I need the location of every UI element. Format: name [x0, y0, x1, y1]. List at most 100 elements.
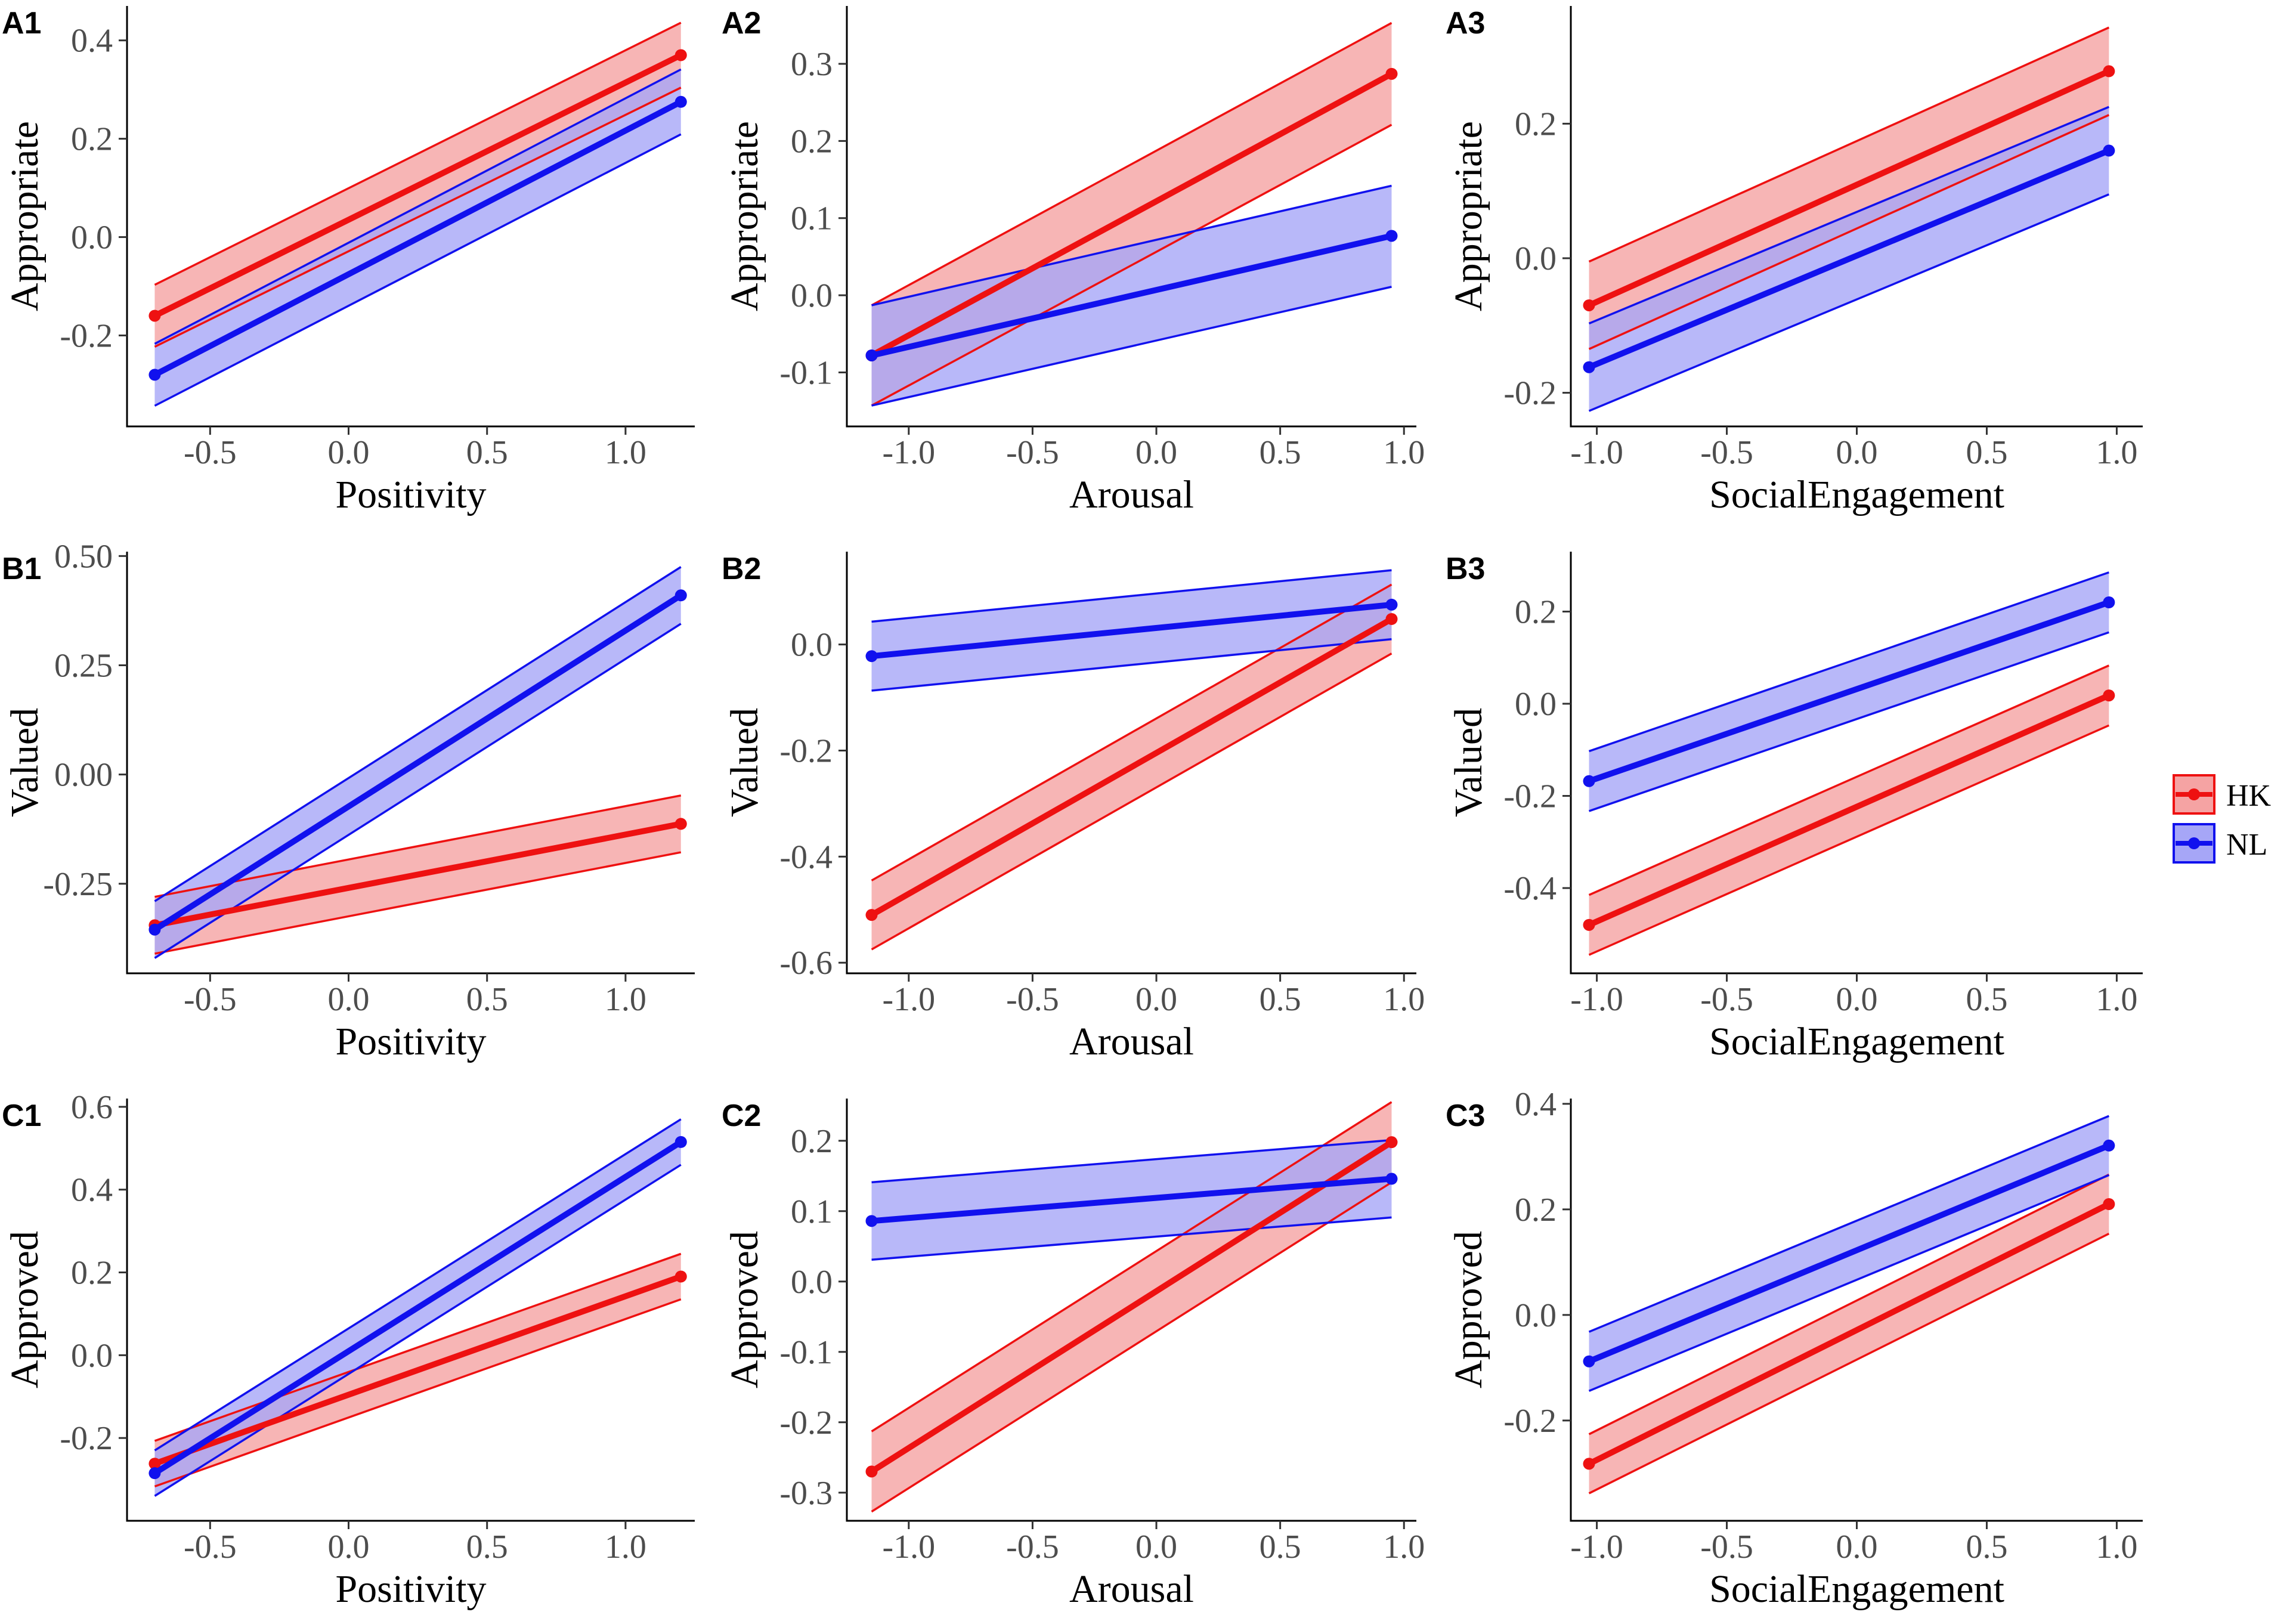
ribbon-lower-hk-c1: [154, 1298, 682, 1488]
panel-a1: -0.5 0.0 0.5 1.0 -0.2 0.0 0.2 0.4 Positivity Appr…: [2, 6, 695, 516]
y-tick-label-b2-3: 0.0: [791, 627, 833, 664]
y-tick-label-b3-2: 0.0: [1515, 686, 1557, 723]
fit-line-hk-a2: [870, 71, 1393, 358]
panel-c1: -0.5 0.0 0.5 1.0 -0.2 0.0 0.2 0.4 0.6 Positivity A…: [2, 1089, 695, 1611]
panel-a3: -1.0 -0.5 0.0 0.5 1.0 -0.2 0.0 0.2 SocialEngagem…: [1446, 6, 2143, 516]
panel-c3: -1.0 -0.5 0.0 0.5 1.0 -0.2 0.0 0.2 0.4 SocialEnga…: [1446, 1086, 2143, 1611]
y-tick-label-a3-0: -0.2: [1503, 375, 1557, 412]
y-tick-label-c2-0: -0.3: [779, 1475, 833, 1512]
fit-line-nl-b3: [1588, 599, 2110, 784]
y-tick-label-b1-2: 0.25: [54, 647, 113, 684]
x-tick-label-c2-3: 0.5: [1260, 1529, 1301, 1566]
ribbon-upper-hk-b1: [154, 794, 682, 898]
y-tick-label-b1-3: 0.50: [54, 538, 113, 575]
x-tick-label-b1-3: 1.0: [605, 981, 646, 1018]
x-tick-label-a3-1: -0.5: [1700, 434, 1753, 471]
x-tick-label-b1-0: -0.5: [184, 981, 237, 1018]
y-tick-label-c1-3: 0.4: [71, 1172, 113, 1209]
point-nl-c1-0: [148, 1467, 161, 1480]
fit-line-nl-a2: [871, 233, 1393, 358]
x-tick-label-a3-4: 1.0: [2096, 434, 2137, 471]
point-nl-b1-1: [674, 589, 687, 602]
ribbon-upper-hk-a1: [154, 21, 682, 286]
x-tick-label-b3-4: 1.0: [2096, 981, 2137, 1018]
x-tick-label-b1-1: 0.0: [328, 981, 370, 1018]
ribbon-lower-nl-a1: [154, 133, 682, 407]
y-tick-label-a1-0: -0.2: [60, 317, 113, 354]
y-tick-label-b1-1: 0.00: [54, 757, 113, 794]
fit-line-nl-b1: [153, 593, 683, 932]
point-hk-a2-1: [1385, 67, 1398, 80]
y-tick-label-c1-2: 0.2: [71, 1255, 113, 1292]
y-tick-label-a2-4: 0.3: [791, 46, 833, 83]
fit-line-hk-c2: [869, 1139, 1394, 1474]
x-tick-label-a1-1: 0.0: [328, 434, 370, 471]
y-tick-label-a2-3: 0.2: [791, 123, 833, 160]
point-hk-b2-0: [865, 909, 878, 921]
x-tick-label-c3-4: 1.0: [2096, 1529, 2137, 1566]
ribbon-lower-hk-a1: [154, 86, 682, 348]
point-nl-b2-0: [865, 650, 878, 663]
point-nl-a1-0: [148, 369, 161, 381]
y-axis-title-b3: Valued: [1447, 708, 1490, 817]
x-tick-label-b2-2: 0.0: [1135, 981, 1177, 1018]
ribbon-lower-hk-a2: [871, 123, 1393, 407]
ribbon-upper-nl-c2: [871, 1139, 1392, 1184]
x-axis-title-b3: SocialEngagement: [1709, 1020, 2004, 1063]
point-hk-a3-0: [1583, 299, 1595, 311]
x-tick-label-c1-1: 0.0: [328, 1529, 370, 1566]
y-tick-label-b3-3: 0.2: [1515, 593, 1557, 630]
ribbon-upper-nl-b2: [871, 569, 1392, 623]
legend: HK NL: [2173, 774, 2272, 864]
x-tick-label-a3-2: 0.0: [1836, 434, 1878, 471]
ribbon-upper-nl-b3: [1588, 571, 2109, 753]
point-nl-b3-1: [2103, 596, 2115, 608]
x-tick-label-c2-4: 1.0: [1383, 1529, 1425, 1566]
x-tick-label-a2-0: -1.0: [882, 434, 935, 471]
point-hk-b3-1: [2103, 689, 2115, 702]
point-nl-a1-1: [674, 95, 687, 108]
x-tick-label-a3-0: -1.0: [1570, 434, 1623, 471]
point-nl-c2-0: [865, 1215, 878, 1227]
point-hk-b3-0: [1583, 918, 1595, 931]
panel-label-c3: C3: [1446, 1099, 1485, 1133]
fit-line-hk-a1: [153, 52, 682, 318]
fit-line-hk-c3: [1588, 1201, 2111, 1467]
x-tick-label-b3-1: -0.5: [1700, 981, 1753, 1018]
x-tick-label-b2-4: 1.0: [1383, 981, 1425, 1018]
y-tick-label-c2-4: 0.1: [791, 1193, 833, 1230]
y-tick-label-b2-0: -0.6: [779, 945, 833, 982]
y-tick-label-c1-0: -0.2: [60, 1420, 113, 1457]
panels: -0.5 0.0 0.5 1.0 -0.2 0.0 0.2 0.4 Positivity Appr…: [2, 6, 2143, 1611]
x-tick-label-c1-2: 0.5: [466, 1529, 508, 1566]
y-tick-label-a1-1: 0.0: [71, 219, 113, 256]
y-tick-label-a3-2: 0.2: [1515, 106, 1557, 143]
ribbon-lower-hk-b3: [1588, 724, 2110, 956]
ribbon-upper-hk-b3: [1588, 664, 2110, 896]
panel-label-b2: B2: [722, 552, 761, 586]
panel-b2: -1.0 -0.5 0.0 0.5 1.0-0.6-0.4-0.20.0ArousalV…: [722, 552, 1425, 1063]
y-axis-title-c2: Approved: [723, 1231, 766, 1388]
ribbon-lower-nl-c3: [1588, 1174, 2110, 1392]
point-nl-b2-1: [1385, 598, 1398, 611]
ribbon-upper-hk-c3: [1588, 1173, 2110, 1436]
ribbon-lower-nl-a2: [871, 286, 1392, 407]
x-axis-title-c3: SocialEngagement: [1709, 1567, 2004, 1611]
fit-line-nl-c3: [1588, 1143, 2111, 1365]
x-tick-label-c3-3: 0.5: [1966, 1529, 2007, 1566]
ribbon-lower-nl-b1: [154, 623, 682, 959]
x-tick-label-a1-3: 1.0: [605, 434, 646, 471]
x-tick-label-a2-1: -0.5: [1006, 434, 1059, 471]
y-tick-label-a2-0: -0.1: [779, 354, 833, 391]
panel-label-b3: B3: [1446, 552, 1485, 586]
y-tick-label-b1-0: -0.25: [43, 866, 113, 903]
x-axis-title-b1: Positivity: [335, 1020, 486, 1063]
y-axis-title-a3: Appropriate: [1447, 121, 1490, 311]
x-tick-label-b3-0: -1.0: [1570, 981, 1623, 1018]
y-axis-title-a2: Appropriate: [723, 121, 766, 311]
ribbon-lower-nl-c2: [871, 1216, 1392, 1261]
point-nl-c2-1: [1385, 1172, 1398, 1185]
x-tick-label-a2-4: 1.0: [1383, 434, 1425, 471]
ribbon-lower-nl-c1: [154, 1164, 682, 1497]
fit-line-nl-b2: [871, 601, 1392, 660]
